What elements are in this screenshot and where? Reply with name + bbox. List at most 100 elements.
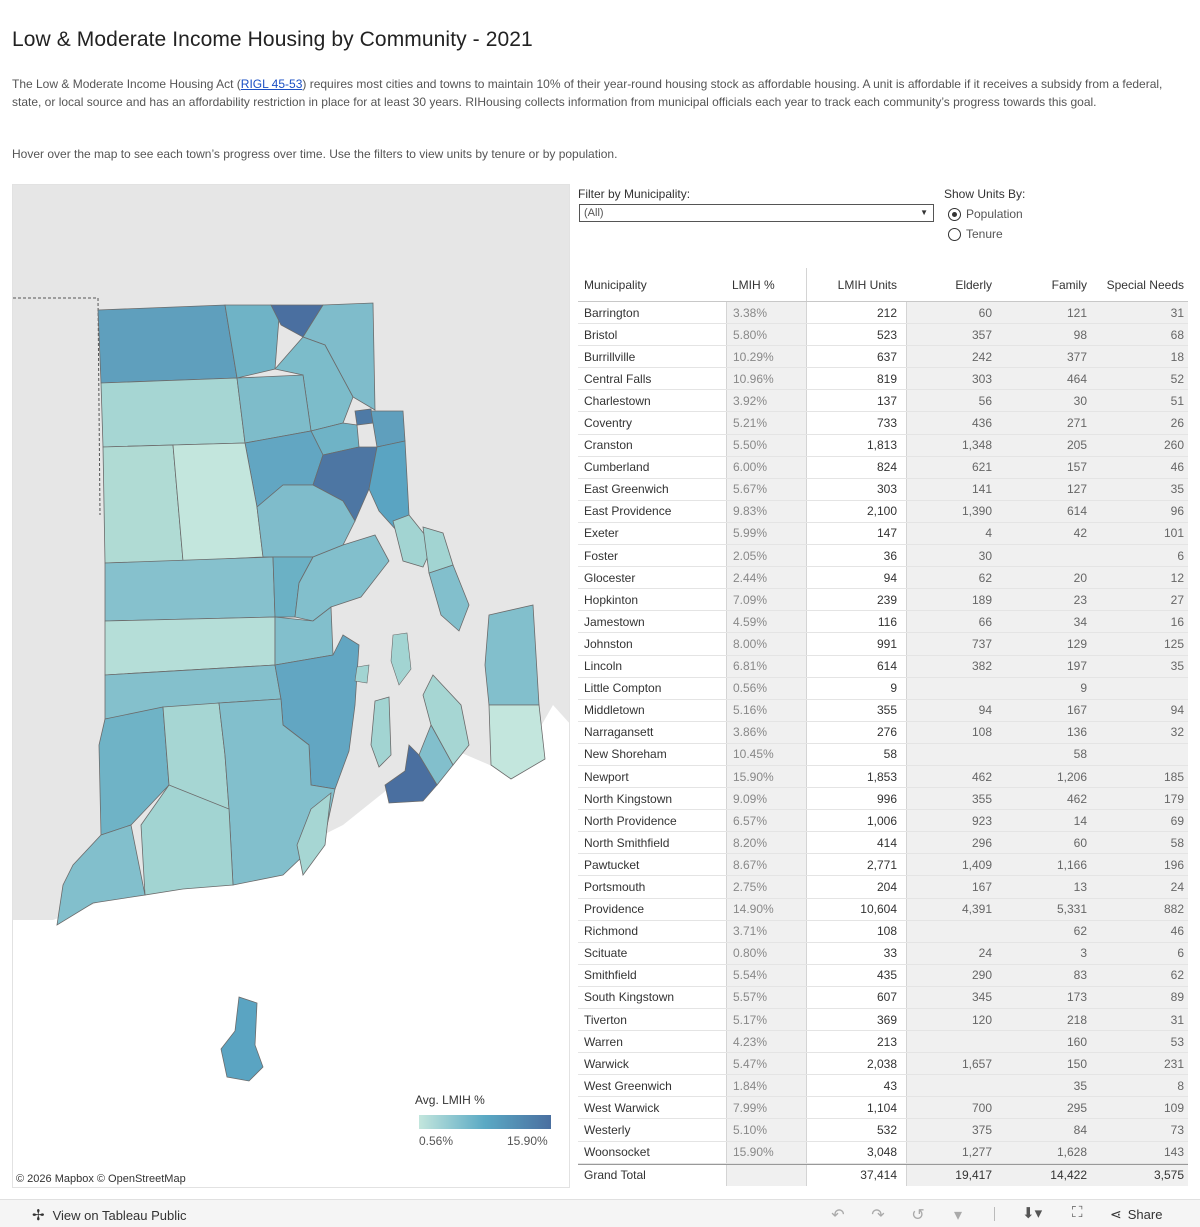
table-row[interactable]: Warren 4.23% 213 160 53 <box>578 1031 1188 1054</box>
municipality-filter-dropdown[interactable]: (All) ▼ <box>579 204 934 222</box>
row-elderly: 1,348 <box>906 434 998 456</box>
row-family: 377 <box>998 346 1094 368</box>
row-lmih-units: 239 <box>806 589 906 611</box>
town-newport[interactable] <box>384 744 438 804</box>
table-row[interactable]: Westerly 5.10% 532 375 84 73 <box>578 1119 1188 1142</box>
col-lmih-units[interactable]: LMIH Units <box>806 268 906 301</box>
table-row[interactable]: North Smithfield 8.20% 414 296 60 58 <box>578 832 1188 855</box>
row-municipality: New Shoreham <box>584 747 667 762</box>
row-municipality: Exeter <box>584 526 619 541</box>
table-row[interactable]: Narragansett 3.86% 276 108 136 32 <box>578 721 1188 744</box>
row-lmih-units: 996 <box>806 788 906 810</box>
town-narragansett[interactable] <box>296 792 332 876</box>
table-row[interactable]: North Providence 6.57% 1,006 923 14 69 <box>578 810 1188 833</box>
table-row[interactable]: Exeter 5.99% 147 4 42 101 <box>578 522 1188 546</box>
town-warwick[interactable] <box>294 534 390 622</box>
row-lmih-pct: 4.23% <box>726 1031 806 1053</box>
table-row[interactable]: West Warwick 7.99% 1,104 700 295 109 <box>578 1097 1188 1120</box>
row-lmih-units: 1,853 <box>806 765 906 788</box>
town-east-greenwich[interactable] <box>274 606 334 666</box>
row-family: 167 <box>998 699 1094 721</box>
row-lmih-units: 9 <box>806 677 906 699</box>
table-row[interactable]: Tiverton 5.17% 369 120 218 31 <box>578 1009 1188 1032</box>
table-row[interactable]: Smithfield 5.54% 435 290 83 62 <box>578 964 1188 987</box>
col-lmih-pct[interactable]: LMIH % <box>726 268 806 301</box>
pause-icon[interactable]: ▾ <box>953 1207 963 1224</box>
table-row[interactable]: East Greenwich 5.67% 303 141 127 35 <box>578 478 1188 501</box>
town-jamestown[interactable] <box>370 696 392 768</box>
table-row[interactable]: Middletown 5.16% 355 94 167 94 <box>578 699 1188 722</box>
legend-min-label: 0.56% <box>419 1134 454 1148</box>
row-special-needs: 32 <box>1094 721 1188 743</box>
table-row[interactable]: Richmond 3.71% 108 62 46 <box>578 920 1188 943</box>
map-attribution[interactable]: © 2026 Mapbox © OpenStreetMap <box>16 1173 186 1185</box>
table-row[interactable]: Foster 2.05% 36 30 6 <box>578 545 1188 568</box>
town-charlestown[interactable] <box>140 784 234 896</box>
table-row[interactable]: Portsmouth 2.75% 204 167 13 24 <box>578 876 1188 899</box>
town-little-compton[interactable] <box>488 704 546 780</box>
town-warren[interactable] <box>422 526 454 574</box>
table-row[interactable]: Charlestown 3.92% 137 56 30 51 <box>578 390 1188 413</box>
grand-total-row[interactable]: Grand Total 37,414 19,417 14,422 3,575 <box>578 1163 1188 1186</box>
table-row[interactable]: Jamestown 4.59% 116 66 34 16 <box>578 611 1188 634</box>
town-glocester[interactable] <box>100 377 246 448</box>
view-on-tableau-button[interactable]: ✢ View on Tableau Public <box>32 1206 187 1224</box>
town-pawtucket[interactable] <box>370 410 406 448</box>
row-family: 14 <box>998 810 1094 832</box>
table-row[interactable]: South Kingstown 5.57% 607 345 173 89 <box>578 986 1188 1009</box>
table-row[interactable]: Woonsocket 15.90% 3,048 1,277 1,628 143 <box>578 1141 1188 1164</box>
row-municipality: Charlestown <box>584 393 651 408</box>
col-family[interactable]: Family <box>998 268 1094 301</box>
redo-icon[interactable]: ↷ <box>871 1207 885 1224</box>
table-row[interactable]: Little Compton 0.56% 9 9 <box>578 677 1188 700</box>
table-row[interactable]: Coventry 5.21% 733 436 271 26 <box>578 412 1188 435</box>
town-north-smithfield[interactable] <box>224 304 280 379</box>
radio-population[interactable]: Population <box>948 206 1023 222</box>
table-row[interactable]: West Greenwich 1.84% 43 35 8 <box>578 1075 1188 1098</box>
table-row[interactable]: Lincoln 6.81% 614 382 197 35 <box>578 655 1188 678</box>
table-row[interactable]: Cranston 5.50% 1,813 1,348 205 260 <box>578 434 1188 457</box>
undo-icon[interactable]: ↶ <box>831 1207 845 1224</box>
town-westerly[interactable] <box>56 824 146 926</box>
download-icon[interactable]: ⬇▾ <box>1022 1205 1043 1222</box>
town-tiverton[interactable] <box>484 604 540 706</box>
choropleth-map[interactable]: Avg. LMIH % 0.56% 15.90% © 2026 Mapbox ©… <box>12 184 570 1188</box>
table-row[interactable]: Burrillville 10.29% 637 242 377 18 <box>578 346 1188 369</box>
map-canvas[interactable] <box>13 185 570 1188</box>
share-button[interactable]: ⋖ Share <box>1110 1206 1162 1223</box>
row-municipality: North Providence <box>584 813 677 828</box>
table-row[interactable]: Central Falls 10.96% 819 303 464 52 <box>578 368 1188 391</box>
row-family: 150 <box>998 1053 1094 1075</box>
row-elderly: 1,657 <box>906 1053 998 1075</box>
bay-island <box>354 664 370 684</box>
fullscreen-icon[interactable]: ⛶ <box>1072 1204 1083 1221</box>
table-row[interactable]: Bristol 5.80% 523 357 98 68 <box>578 324 1188 347</box>
rigl-link[interactable]: RIGL 45-53 <box>240 77 303 91</box>
town-new-shoreham[interactable] <box>220 996 264 1082</box>
row-special-needs: 73 <box>1094 1119 1188 1141</box>
table-row[interactable]: Providence 14.90% 10,604 4,391 5,331 882 <box>578 898 1188 921</box>
town-burrillville[interactable] <box>97 304 238 384</box>
town-foster[interactable] <box>102 444 184 564</box>
revert-icon[interactable]: ↺ <box>911 1207 925 1224</box>
table-row[interactable]: Cumberland 6.00% 824 621 157 46 <box>578 456 1188 479</box>
table-row[interactable]: Newport 15.90% 1,853 462 1,206 185 <box>578 765 1188 789</box>
table-row[interactable]: Scituate 0.80% 33 24 3 6 <box>578 942 1188 965</box>
col-elderly[interactable]: Elderly <box>906 268 998 301</box>
col-municipality[interactable]: Municipality <box>584 277 647 292</box>
table-row[interactable]: New Shoreham 10.45% 58 58 <box>578 743 1188 766</box>
row-special-needs: 101 <box>1094 522 1188 545</box>
table-row[interactable]: Hopkinton 7.09% 239 189 23 27 <box>578 589 1188 612</box>
table-row[interactable]: North Kingstown 9.09% 996 355 462 179 <box>578 788 1188 811</box>
town-central-falls[interactable] <box>354 408 374 426</box>
table-row[interactable]: Pawtucket 8.67% 2,771 1,409 1,166 196 <box>578 854 1188 877</box>
town-coventry[interactable] <box>104 556 276 622</box>
table-row[interactable]: Johnston 8.00% 991 737 129 125 <box>578 633 1188 656</box>
col-special-needs[interactable]: Special Needs <box>1094 268 1188 301</box>
radio-tenure[interactable]: Tenure <box>948 226 1003 242</box>
table-row[interactable]: Glocester 2.44% 94 62 20 12 <box>578 567 1188 590</box>
table-row[interactable]: Warwick 5.47% 2,038 1,657 150 231 <box>578 1053 1188 1076</box>
row-family: 42 <box>998 522 1094 545</box>
table-row[interactable]: Barrington 3.38% 212 60 121 31 <box>578 302 1188 325</box>
table-row[interactable]: East Providence 9.83% 2,100 1,390 614 96 <box>578 500 1188 523</box>
